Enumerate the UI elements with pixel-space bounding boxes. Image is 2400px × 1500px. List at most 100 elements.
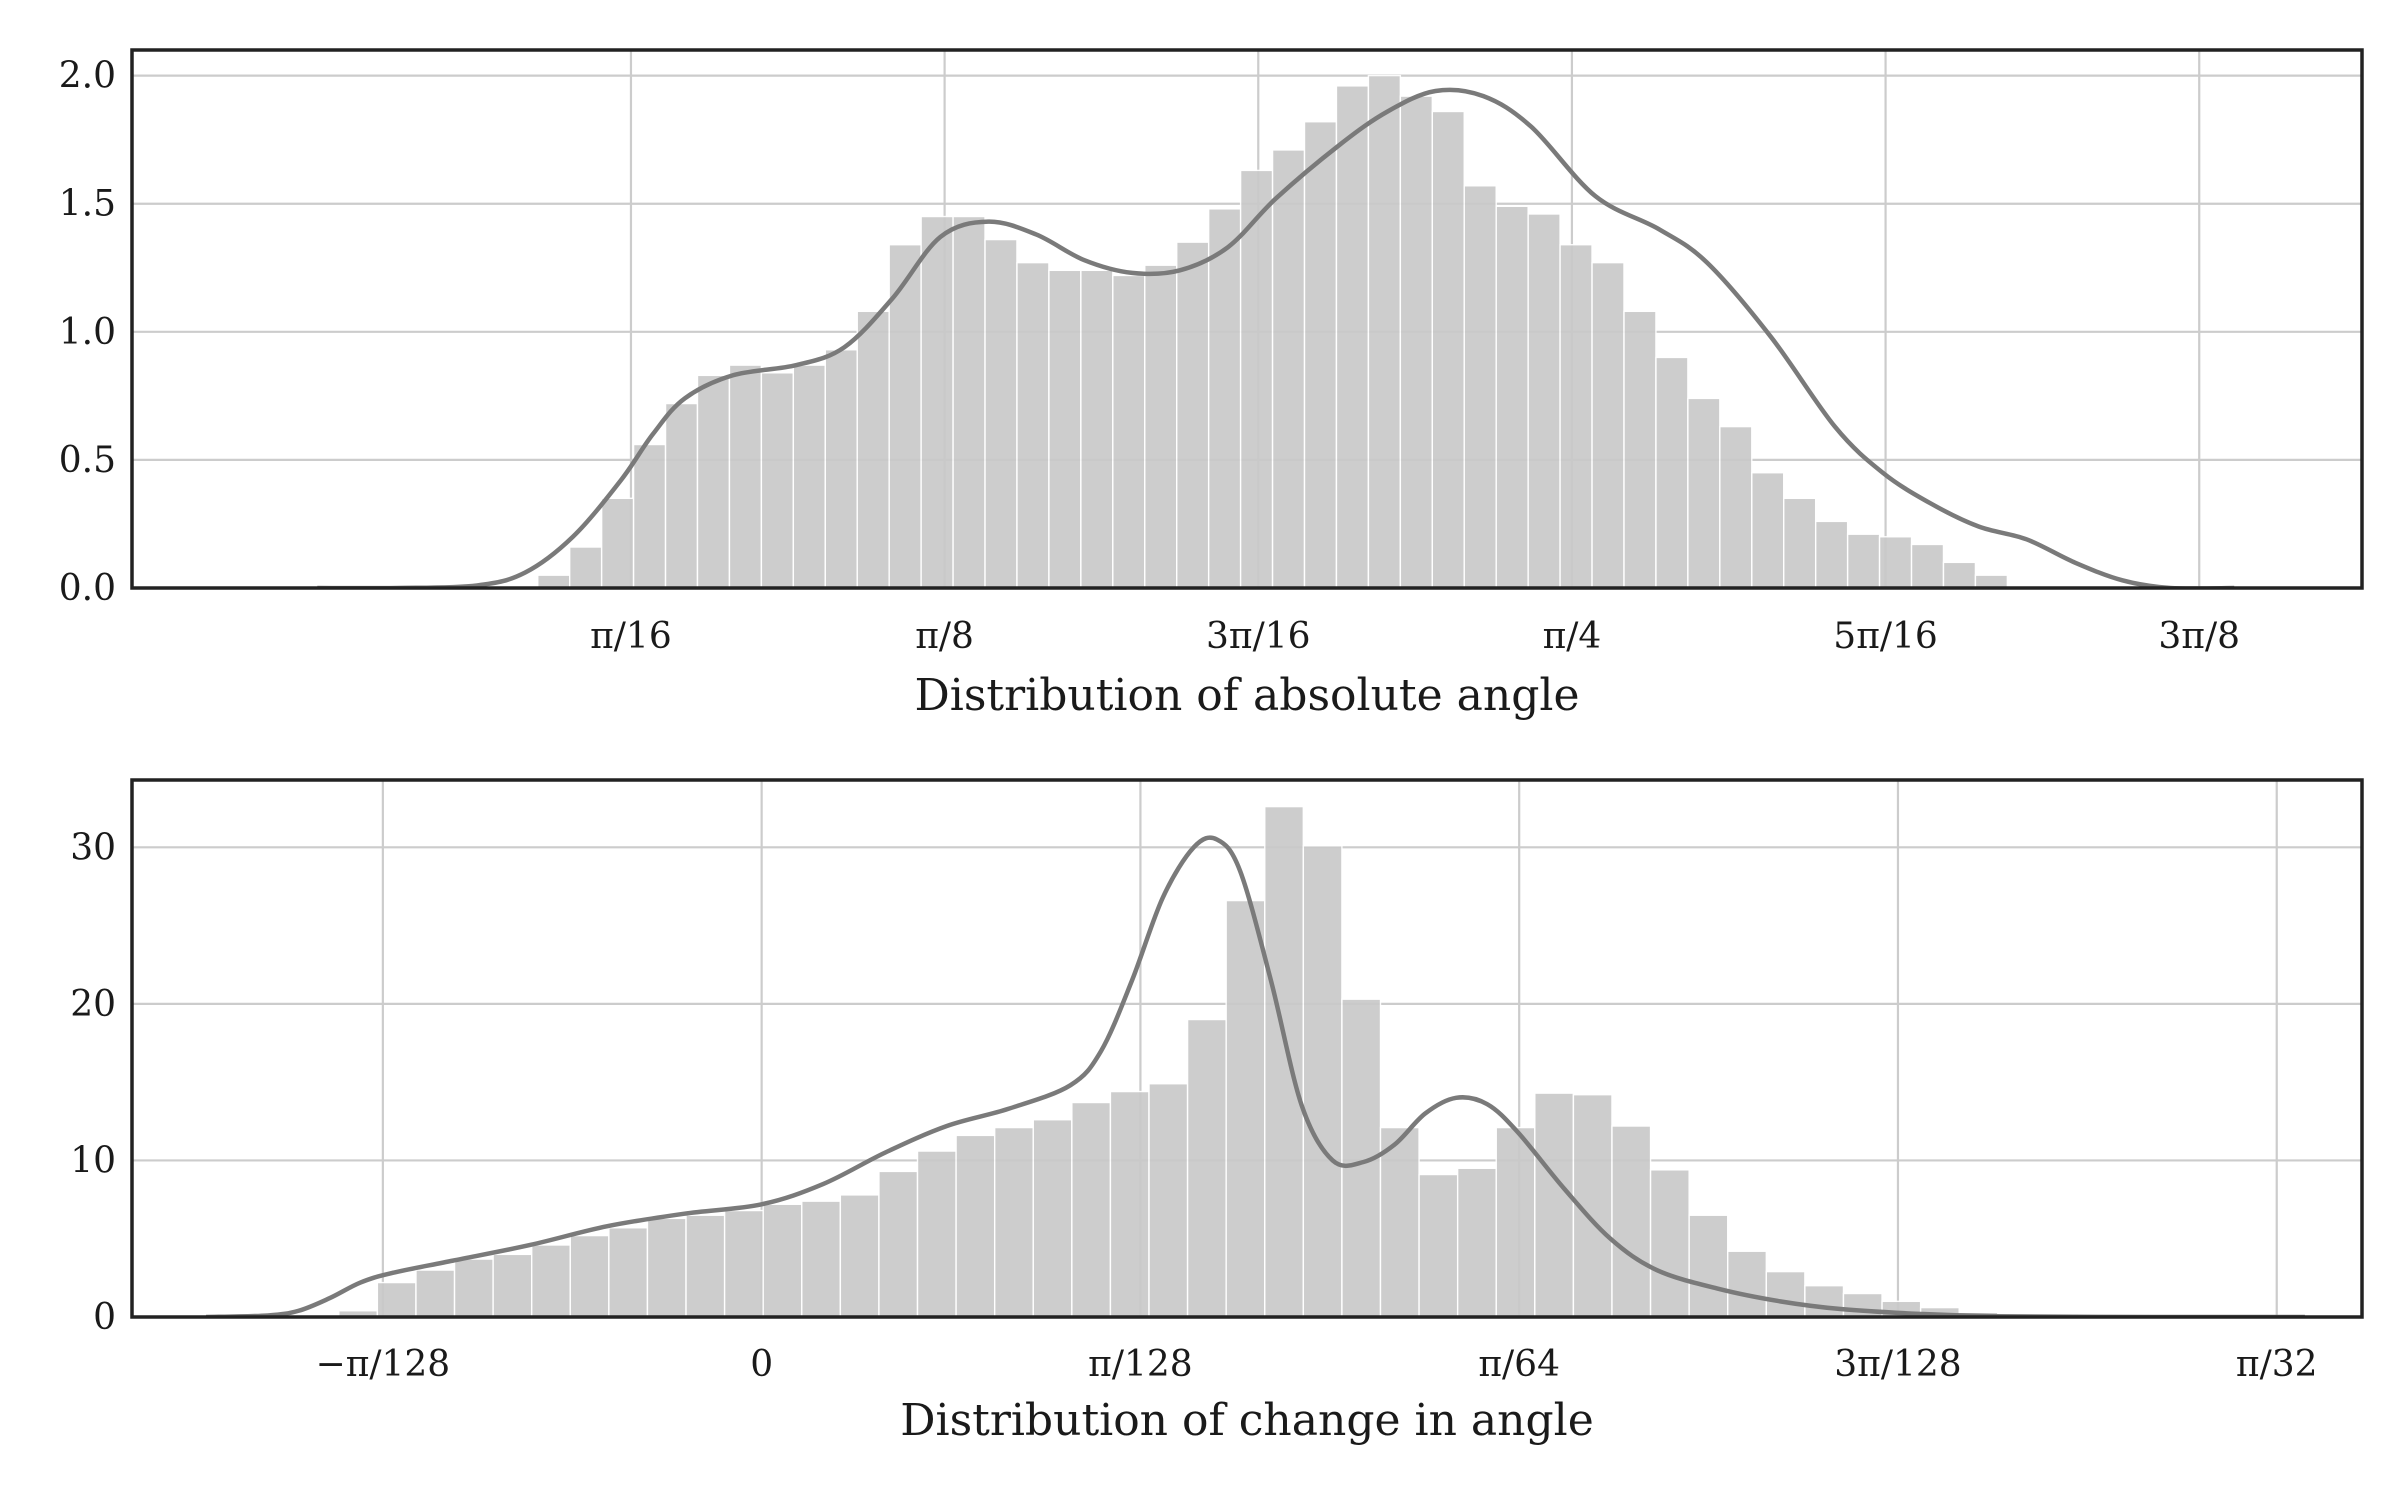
histogram-bar bbox=[760, 372, 795, 588]
histogram-bars bbox=[537, 74, 2009, 588]
histogram-bar bbox=[955, 1134, 996, 1317]
histogram-bar bbox=[1176, 241, 1210, 588]
histogram-bar bbox=[952, 215, 986, 588]
x-tick-label: 3π/8 bbox=[2158, 616, 2240, 657]
histogram-bar bbox=[1109, 1090, 1150, 1317]
histogram-bar bbox=[1751, 472, 1785, 588]
histogram-bar bbox=[1463, 185, 1497, 588]
histogram-bar bbox=[993, 1126, 1034, 1317]
histogram-bar bbox=[1687, 397, 1721, 588]
histogram-bar bbox=[1942, 561, 1977, 588]
x-tick-label: π/64 bbox=[1478, 1344, 1560, 1385]
histogram-bar bbox=[415, 1269, 456, 1317]
histogram-bar bbox=[888, 244, 922, 588]
histogram-bar bbox=[1559, 244, 1593, 588]
histogram-bar bbox=[801, 1200, 842, 1317]
histogram-bar bbox=[696, 374, 731, 588]
histogram-bar bbox=[792, 364, 826, 588]
x-tick-label: π/128 bbox=[1088, 1344, 1193, 1385]
histogram-bar bbox=[984, 238, 1018, 588]
change-in-angle-histogram-panel: 0 10 20 30 −π/128 0 π/128 π/64 3π/128 π/32 Distrib… bbox=[70, 778, 2364, 1446]
x-tick-label: 3π/16 bbox=[1206, 616, 1311, 657]
histogram-bar bbox=[1878, 536, 1913, 588]
histogram-bar bbox=[1611, 1125, 1652, 1317]
histogram-bar bbox=[1302, 845, 1343, 1317]
histogram-bar bbox=[531, 1244, 571, 1317]
histogram-bar bbox=[1688, 1214, 1729, 1317]
histogram-bar bbox=[1765, 1270, 1806, 1317]
histogram-bar bbox=[856, 310, 890, 588]
histogram-bar bbox=[1527, 213, 1561, 588]
histogram-bar bbox=[762, 1203, 803, 1317]
histogram-bar bbox=[1814, 520, 1849, 588]
histogram-bar bbox=[878, 1170, 919, 1317]
kde-curve bbox=[317, 87, 2235, 588]
histogram-bar bbox=[646, 1217, 687, 1317]
histogram-bar bbox=[1239, 169, 1274, 588]
histogram-bar bbox=[1303, 121, 1338, 588]
x-tick-label: π/32 bbox=[2236, 1344, 2318, 1385]
kde-curve bbox=[206, 835, 2305, 1317]
histogram-bar bbox=[1974, 574, 2009, 588]
histogram-bar bbox=[1367, 74, 1402, 588]
histogram-bar bbox=[376, 1281, 417, 1317]
histogram-bar bbox=[1727, 1250, 1768, 1317]
histogram-bar bbox=[1910, 543, 1945, 588]
y-tick-label: 30 bbox=[70, 827, 116, 868]
histogram-bar bbox=[1335, 85, 1370, 588]
x-tick-label: 3π/128 bbox=[1834, 1344, 1961, 1385]
histogram-bar bbox=[1495, 1126, 1536, 1317]
y-tick-label: 0.5 bbox=[59, 440, 116, 481]
histogram-bar bbox=[453, 1258, 494, 1317]
y-tick-label: 0.0 bbox=[59, 568, 116, 609]
y-tick-label: 0 bbox=[93, 1297, 116, 1338]
y-tick-label: 10 bbox=[70, 1140, 116, 1181]
histogram-bar bbox=[1207, 208, 1242, 588]
histogram-bar bbox=[492, 1253, 533, 1317]
histogram-bar bbox=[1271, 149, 1306, 588]
histogram-bar bbox=[824, 349, 858, 588]
absolute-angle-histogram-panel: 0.0 0.5 1.0 1.5 2.0 π/16 π/8 3π/16 π/4 5π/16 3π/8 D… bbox=[59, 48, 2364, 721]
histogram-bar bbox=[1719, 425, 1753, 588]
histogram-bars bbox=[338, 805, 1999, 1317]
y-tick-label: 1.5 bbox=[59, 184, 116, 225]
histogram-bar bbox=[728, 364, 763, 588]
histogram-bar bbox=[537, 574, 571, 588]
histogram-bar bbox=[920, 215, 954, 588]
y-tick-label: 20 bbox=[70, 984, 116, 1025]
x-tick-label: 0 bbox=[750, 1344, 773, 1385]
histogram-bar bbox=[1495, 205, 1529, 588]
histogram-bar bbox=[569, 1234, 610, 1317]
y-tick-label: 1.0 bbox=[59, 312, 116, 353]
histogram-bar bbox=[1399, 95, 1434, 588]
histogram-bar bbox=[632, 443, 667, 588]
histogram-bar bbox=[608, 1227, 649, 1317]
histogram-bar bbox=[1846, 533, 1881, 588]
histogram-bar bbox=[1431, 110, 1465, 588]
histogram-bar bbox=[1623, 310, 1657, 588]
x-tick-label: −π/128 bbox=[316, 1344, 451, 1385]
histogram-bar bbox=[723, 1209, 764, 1317]
histogram-bar bbox=[1186, 1018, 1227, 1317]
histogram-bar bbox=[1048, 269, 1082, 588]
histogram-bar bbox=[916, 1150, 957, 1317]
histogram-bar bbox=[1456, 1167, 1497, 1317]
x-tick-label: π/8 bbox=[915, 616, 974, 657]
histogram-bar bbox=[1032, 1119, 1073, 1317]
axes-frame bbox=[130, 48, 2364, 590]
x-tick-label: 5π/16 bbox=[1833, 616, 1938, 657]
x-tick-label: π/16 bbox=[590, 616, 672, 657]
histogram-bar bbox=[1080, 269, 1114, 588]
histogram-bar bbox=[1071, 1101, 1112, 1317]
histogram-bar bbox=[1225, 899, 1266, 1317]
histogram-bar bbox=[664, 402, 699, 588]
histogram-bar bbox=[1591, 261, 1625, 588]
y-tick-label: 2.0 bbox=[59, 56, 116, 97]
histogram-bar bbox=[685, 1214, 726, 1317]
histogram-bar bbox=[1112, 274, 1146, 588]
histogram-bar bbox=[1379, 1126, 1420, 1317]
histogram-bar bbox=[1534, 1092, 1575, 1317]
histogram-bar bbox=[1655, 356, 1689, 588]
axes-frame bbox=[130, 778, 2364, 1319]
